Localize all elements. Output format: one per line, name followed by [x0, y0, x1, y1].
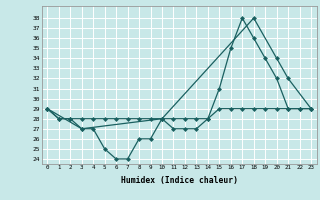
X-axis label: Humidex (Indice chaleur): Humidex (Indice chaleur) — [121, 176, 238, 185]
